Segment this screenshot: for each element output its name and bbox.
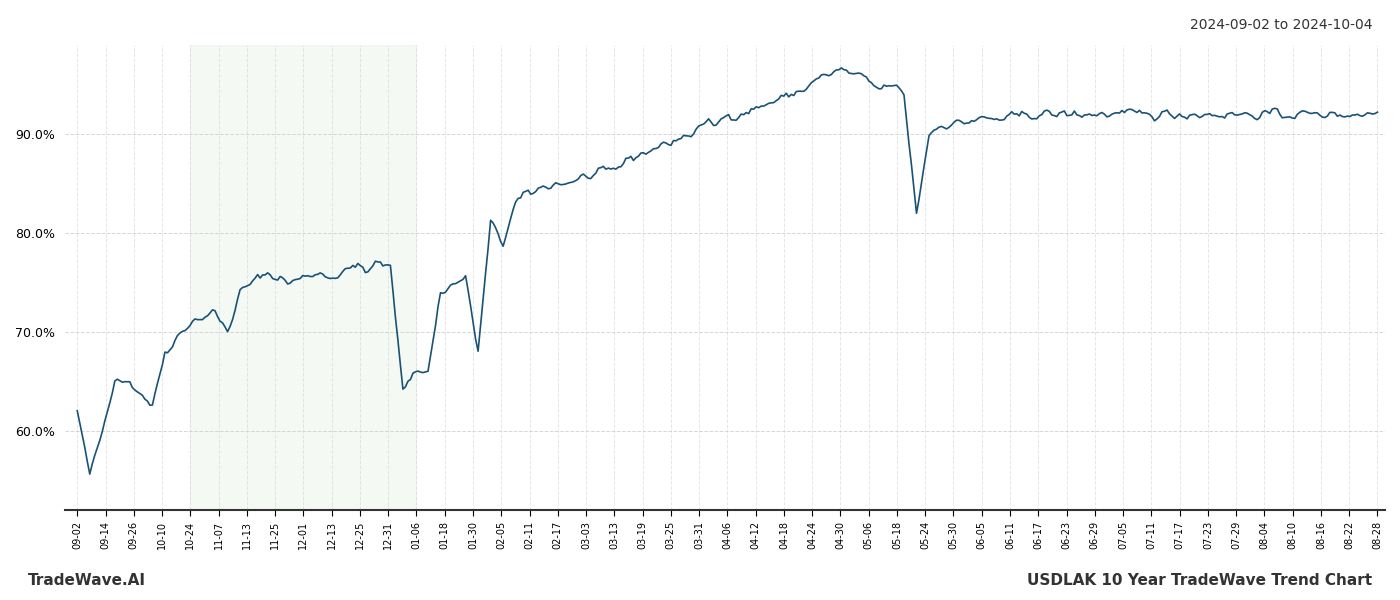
- Bar: [190, 45, 416, 510]
- Text: USDLAK 10 Year TradeWave Trend Chart: USDLAK 10 Year TradeWave Trend Chart: [1026, 573, 1372, 588]
- Text: 2024-09-02 to 2024-10-04: 2024-09-02 to 2024-10-04: [1190, 18, 1372, 32]
- Text: TradeWave.AI: TradeWave.AI: [28, 573, 146, 588]
